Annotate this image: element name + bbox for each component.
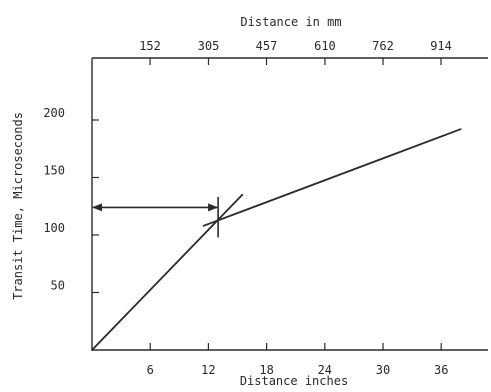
- x-tick-group: 6 12 18 24 30 36: [147, 343, 448, 377]
- x-tick-label: 6: [147, 363, 154, 377]
- x-tick-label: 30: [376, 363, 390, 377]
- series-line-2: [202, 128, 462, 227]
- y-tick-label: 50: [51, 279, 65, 293]
- y-tick-group: 50 100 150 200: [43, 106, 99, 294]
- x2-tick-label: 914: [430, 39, 452, 53]
- y-axis-title: Transit Time, Microseconds: [11, 112, 25, 300]
- x-tick-label: 36: [434, 363, 448, 377]
- x-tick-label: 12: [201, 363, 215, 377]
- x-tick-label: 24: [318, 363, 332, 377]
- x2-tick-label: 305: [198, 39, 220, 53]
- x2-tick-label: 152: [139, 39, 161, 53]
- x2-tick-group: 152 305 457 610 762 914: [139, 39, 452, 65]
- y-tick-label: 200: [43, 106, 65, 120]
- annotation-group: [92, 197, 219, 238]
- y-tick-label: 150: [43, 164, 65, 178]
- x2-tick-label: 457: [256, 39, 278, 53]
- x2-tick-label: 762: [372, 39, 394, 53]
- y-tick-label: 100: [43, 221, 65, 235]
- series-group: [91, 128, 462, 351]
- top-axis-title: Distance in mm: [240, 15, 341, 29]
- x-tick-label: 18: [259, 363, 273, 377]
- series-line-1: [91, 193, 244, 351]
- x2-tick-label: 610: [314, 39, 336, 53]
- bottom-axis-title: Distance inches: [240, 374, 348, 388]
